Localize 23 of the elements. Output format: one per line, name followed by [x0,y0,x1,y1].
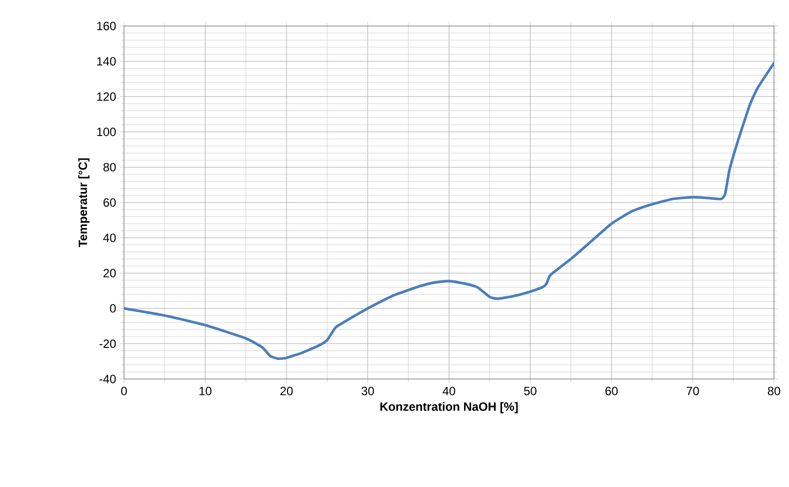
y-tick-label: -20 [99,339,116,348]
y-tick-label: 40 [103,234,116,242]
x-tick-label: 30 [362,386,374,396]
y-axis-title: Temperatur [°C] [78,158,90,248]
y-tick-label: 160 [97,22,116,30]
x-tick-label: 40 [442,386,456,396]
y-tick-label: 0 [110,304,116,313]
x-tick-label: 0 [121,386,127,396]
x-tick-label: 20 [280,386,293,396]
x-tick-label: 80 [768,386,780,396]
x-tick-label: 70 [686,386,699,396]
y-tick-label: -40 [99,374,116,384]
y-tick-label: 140 [97,57,116,66]
y-tick-label: 20 [104,268,116,278]
y-tick-label: 60 [104,198,116,207]
x-tick-label: 60 [605,386,618,396]
line-series [124,62,774,360]
x-tick-label: 10 [200,386,212,396]
y-tick-label: 100 [97,128,116,136]
x-axis-title: Konzentration NaOH [%] [380,402,518,414]
x-tick-label: 50 [524,386,536,396]
y-tick-label: 80 [103,162,116,172]
y-tick-label: 120 [97,92,116,101]
